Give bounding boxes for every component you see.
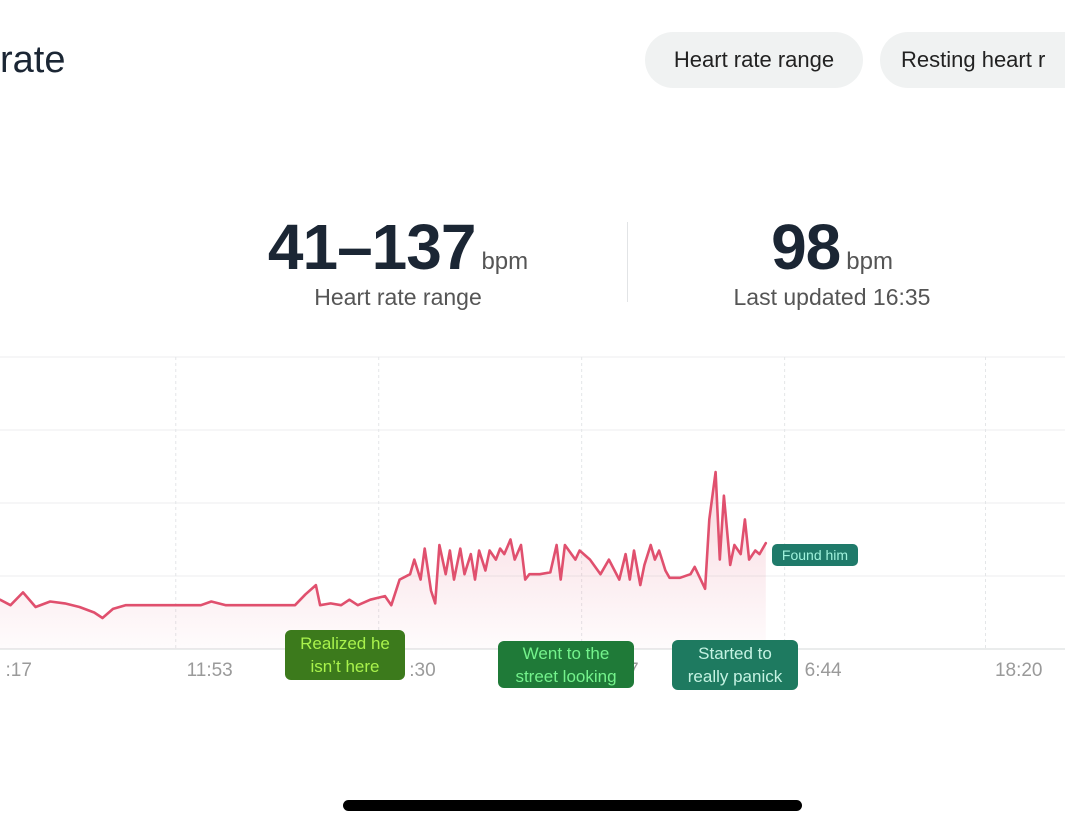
stat-value: 41–137 <box>267 211 477 283</box>
x-tick-label: 18:20 <box>995 660 1043 681</box>
x-tick-label: :17 <box>5 660 31 681</box>
area-fill <box>0 472 766 649</box>
stat: 41–137 bpm Heart rate range <box>218 210 578 311</box>
annotation: Found him <box>772 544 858 566</box>
x-tick-label: :30 <box>409 660 435 681</box>
page-title: rate <box>0 39 66 81</box>
stat-unit: bpm <box>481 248 529 275</box>
stat-label: Last updated 16:35 <box>733 284 931 310</box>
annotation: Started to really panick <box>672 640 798 690</box>
stat-label: Heart rate range <box>314 284 482 310</box>
annotation: Realized he isn’t here <box>285 630 405 680</box>
stat-unit: bpm <box>846 248 893 275</box>
stat: 98 bpm Last updated 16:35 <box>652 210 1012 311</box>
x-tick-label: 11:53 <box>187 660 233 681</box>
stat-value: 98 <box>771 211 841 283</box>
tab-button[interactable]: Resting heart r <box>880 32 1065 88</box>
heart-rate-line <box>0 470 768 620</box>
home-indicator <box>343 800 802 811</box>
annotation: Went to the street looking <box>498 641 634 688</box>
divider <box>627 222 628 302</box>
x-tick-label: 6:44 <box>805 660 842 681</box>
tab-button[interactable]: Heart rate range <box>645 32 863 88</box>
